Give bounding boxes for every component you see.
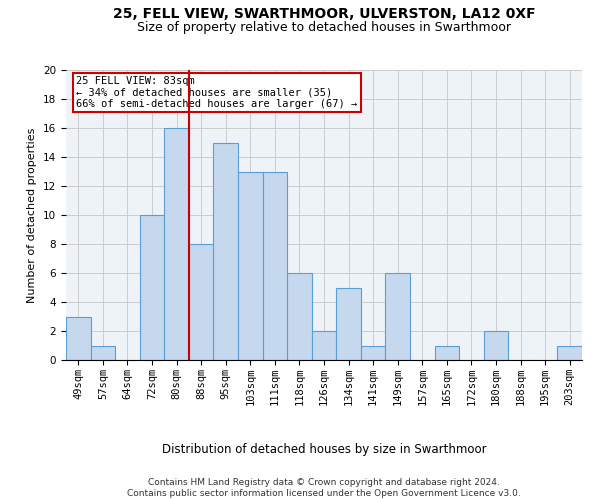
Bar	[385, 273, 410, 360]
Text: 25, FELL VIEW, SWARTHMOOR, ULVERSTON, LA12 0XF: 25, FELL VIEW, SWARTHMOOR, ULVERSTON, LA…	[113, 8, 535, 22]
Text: Size of property relative to detached houses in Swarthmoor: Size of property relative to detached ho…	[137, 21, 511, 34]
Bar	[312, 331, 336, 360]
Bar	[263, 172, 287, 360]
Bar	[214, 142, 238, 360]
Bar	[287, 273, 312, 360]
Bar	[361, 346, 385, 360]
Bar	[557, 346, 582, 360]
Bar	[140, 215, 164, 360]
Bar	[66, 316, 91, 360]
Text: 25 FELL VIEW: 83sqm
← 34% of detached houses are smaller (35)
66% of semi-detach: 25 FELL VIEW: 83sqm ← 34% of detached ho…	[76, 76, 358, 109]
Text: Contains HM Land Registry data © Crown copyright and database right 2024.
Contai: Contains HM Land Registry data © Crown c…	[127, 478, 521, 498]
Bar	[189, 244, 214, 360]
Bar	[238, 172, 263, 360]
Bar	[164, 128, 189, 360]
Bar	[336, 288, 361, 360]
Bar	[434, 346, 459, 360]
Y-axis label: Number of detached properties: Number of detached properties	[28, 128, 37, 302]
Bar	[484, 331, 508, 360]
Text: Distribution of detached houses by size in Swarthmoor: Distribution of detached houses by size …	[161, 442, 487, 456]
Bar	[91, 346, 115, 360]
